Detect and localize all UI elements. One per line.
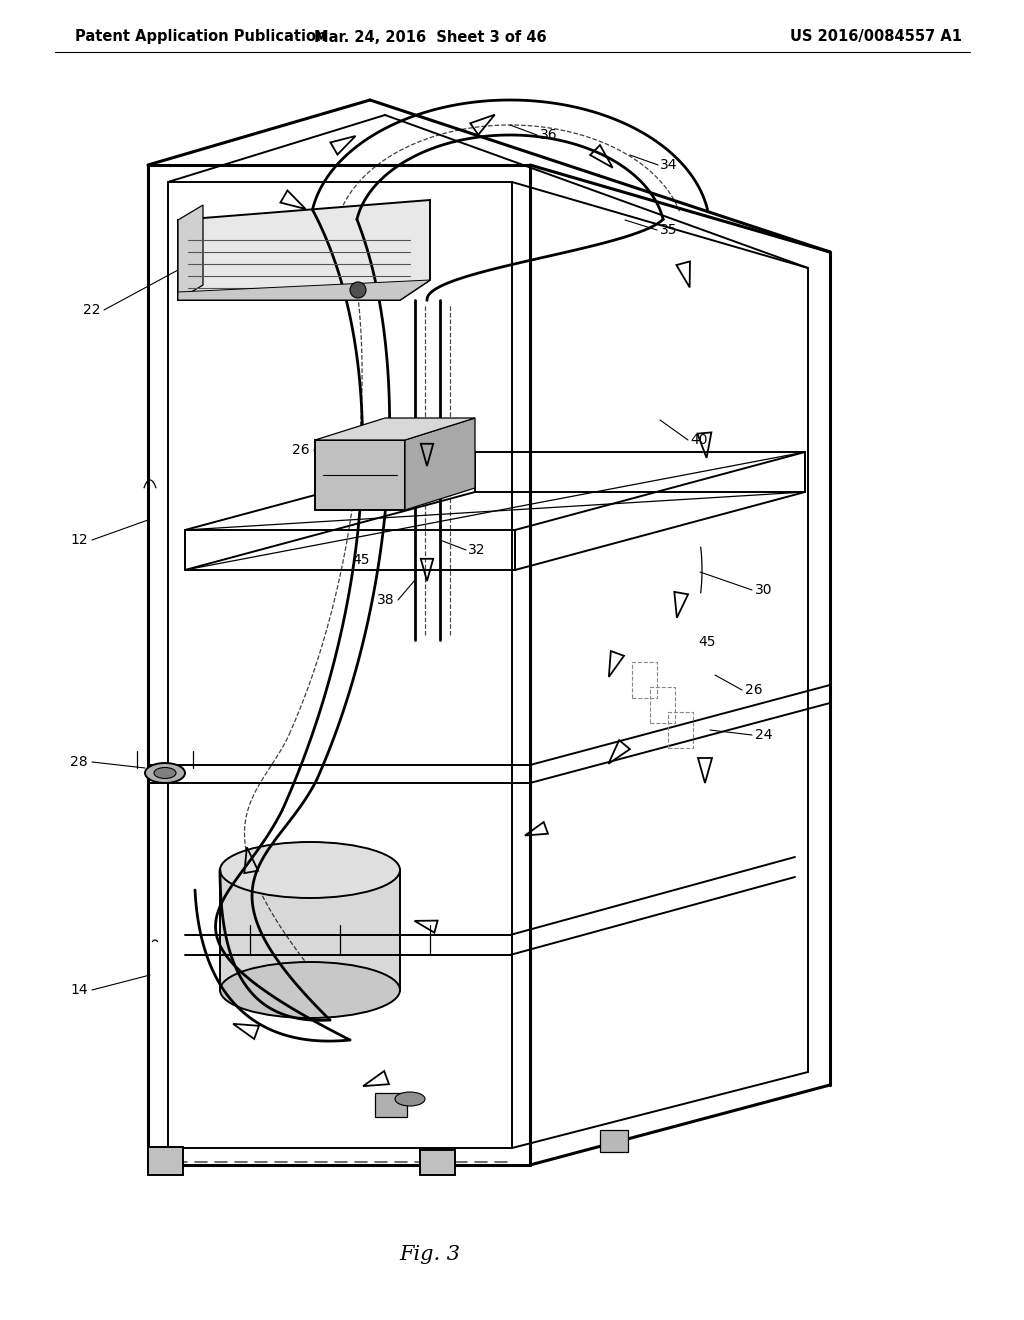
Text: 26: 26 xyxy=(745,682,763,697)
Bar xyxy=(650,686,675,723)
Text: Mar. 24, 2016  Sheet 3 of 46: Mar. 24, 2016 Sheet 3 of 46 xyxy=(313,29,547,45)
Text: 22: 22 xyxy=(83,304,100,317)
Bar xyxy=(315,440,406,510)
Polygon shape xyxy=(178,205,203,300)
Text: Fig. 3: Fig. 3 xyxy=(399,1246,461,1265)
Ellipse shape xyxy=(395,1092,425,1106)
Polygon shape xyxy=(178,201,430,300)
Bar xyxy=(220,870,400,990)
Bar xyxy=(420,1150,455,1175)
Text: 45: 45 xyxy=(698,635,716,649)
Text: 30: 30 xyxy=(755,583,772,597)
Text: 26: 26 xyxy=(293,444,310,457)
Text: 38: 38 xyxy=(378,593,395,607)
Text: 12: 12 xyxy=(71,533,88,546)
Polygon shape xyxy=(406,418,475,510)
Text: 45: 45 xyxy=(352,553,370,568)
Bar xyxy=(600,1130,628,1152)
Text: Patent Application Publication: Patent Application Publication xyxy=(75,29,327,45)
Text: 40: 40 xyxy=(690,433,708,447)
Text: 14: 14 xyxy=(71,983,88,997)
Text: 24: 24 xyxy=(755,729,772,742)
Bar xyxy=(148,1147,183,1175)
Circle shape xyxy=(350,282,366,298)
Ellipse shape xyxy=(220,962,400,1018)
Ellipse shape xyxy=(154,767,176,779)
Polygon shape xyxy=(178,280,430,300)
Bar xyxy=(632,663,657,698)
Text: 28: 28 xyxy=(71,755,88,770)
Polygon shape xyxy=(315,418,475,440)
Ellipse shape xyxy=(220,842,400,898)
Text: 43: 43 xyxy=(378,473,395,487)
Text: 35: 35 xyxy=(660,223,678,238)
Text: 36: 36 xyxy=(540,128,558,143)
Text: 34: 34 xyxy=(660,158,678,172)
Text: US 2016/0084557 A1: US 2016/0084557 A1 xyxy=(790,29,962,45)
Bar xyxy=(668,711,693,748)
Text: 32: 32 xyxy=(468,543,485,557)
Bar xyxy=(375,1093,407,1117)
Ellipse shape xyxy=(145,763,185,783)
